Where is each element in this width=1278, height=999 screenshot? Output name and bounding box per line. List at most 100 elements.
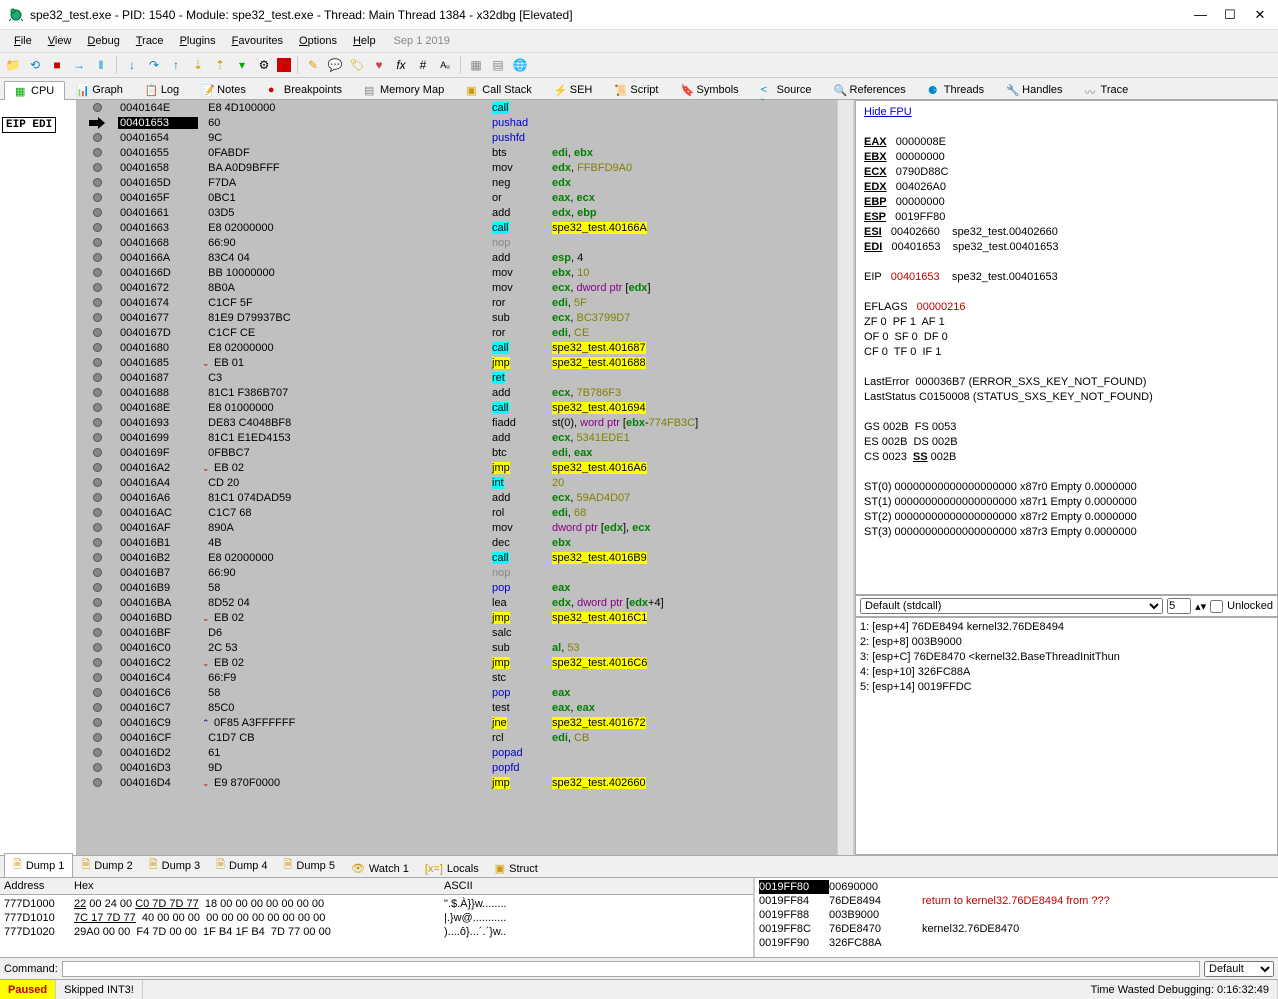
bottomtab-dump-2[interactable]: 🗎Dump 2 [73,854,140,877]
disasm-row[interactable]: 00401655 0FABDFbtsedi, ebx [118,145,837,160]
pause-icon[interactable]: ‖ [92,56,110,74]
viewtab-graph[interactable]: 📊Graph [65,80,134,99]
disasm-row[interactable]: 0040166D BB 10000000movebx, 10 [118,265,837,280]
menu-debug[interactable]: Debug [79,33,127,49]
stop2-icon[interactable] [277,58,291,72]
dump-row[interactable]: 777D102029A0 00 00 F4 7D 00 00 1F B4 1F … [4,925,749,939]
reg-eax[interactable]: EAX 0000008E [864,135,1269,150]
viewtab-memory-map[interactable]: ▤Memory Map [353,80,455,99]
disasm-row[interactable]: 004016BD⌄ EB 02jmpspe32_test.4016C1 [118,610,837,625]
disasm-row[interactable]: 004016C4 66:F9stc [118,670,837,685]
settings-icon[interactable]: ⚙ [255,56,273,74]
disasm-row[interactable]: 004016D4⌄ E9 870F0000jmpspe32_test.40266… [118,775,837,790]
hash-icon[interactable]: # [414,56,432,74]
trace-icon[interactable]: ⇣ [189,56,207,74]
stack-args-list[interactable]: 1: [esp+4] 76DE8494 kernel32.76DE84942: … [855,617,1278,855]
disasm-row[interactable]: 004016A6 81C1 074DAD59addecx, 59AD4D07 [118,490,837,505]
disasm-row[interactable]: 0040166A 83C4 04addesp, 4 [118,250,837,265]
disasm-row[interactable]: 004016AC C1C7 68roledi, 68 [118,505,837,520]
disasm-row[interactable]: 004016C2⌄ EB 02jmpspe32_test.4016C6 [118,655,837,670]
command-combo[interactable]: Default [1204,961,1274,977]
stack-row[interactable]: 0019FF8476DE8494return to kernel32.76DE8… [759,894,1274,908]
runto-icon[interactable]: ▾ [233,56,251,74]
disasm-row[interactable]: 00401672 8B0Amovecx, dword ptr [edx] [118,280,837,295]
reg-esp[interactable]: ESP 0019FF80 [864,210,1269,225]
disasm-row[interactable]: 004016CF C1D7 CBrcledi, CB [118,730,837,745]
viewtab-call-stack[interactable]: ▣Call Stack [455,80,543,99]
dump-row[interactable]: 777D10107C 17 7D 77 40 00 00 00 00 00 00… [4,911,749,925]
viewtab-seh[interactable]: ⚡SEH [543,80,604,99]
disasm-row[interactable]: 0040167D C1CF CEroredi, CE [118,325,837,340]
viewtab-notes[interactable]: 📝Notes [190,80,257,99]
stack-arg[interactable]: 4: [esp+10] 326FC88A [860,665,1273,680]
reg-ebp[interactable]: EBP 00000000 [864,195,1269,210]
disasm-row[interactable]: 00401693 DE83 C4048BF8fiaddst(0), word p… [118,415,837,430]
maximize-button[interactable]: ☐ [1224,7,1236,23]
callconv-select[interactable]: Default (stdcall) [860,598,1163,614]
disasm-row[interactable]: 004016A2⌄ EB 02jmpspe32_test.4016A6 [118,460,837,475]
disasm-row[interactable]: 00401688 81C1 F386B707addecx, 7B786F3 [118,385,837,400]
comment-icon[interactable]: 💬 [326,56,344,74]
viewtab-breakpoints[interactable]: ●Breakpoints [257,80,353,99]
disasm-row[interactable]: 0040169F 0FBBC7btcedi, eax [118,445,837,460]
stack-arg[interactable]: 1: [esp+4] 76DE8494 kernel32.76DE8494 [860,620,1273,635]
fx-icon[interactable]: fx [392,56,410,74]
reg-ebx[interactable]: EBX 00000000 [864,150,1269,165]
bottomtab-dump-1[interactable]: 🗎Dump 1 [4,853,73,877]
bottomtab-watch-1[interactable]: 👁Watch 1 [343,860,417,877]
disasm-row[interactable]: 00401663 E8 02000000callspe32_test.40166… [118,220,837,235]
menu-file[interactable]: File [6,33,40,49]
disasm-row[interactable]: 004016D2 61popad [118,745,837,760]
modules-icon[interactable]: ▦ [467,56,485,74]
disasm-row[interactable]: 004016C6 58popeax [118,685,837,700]
hide-fpu-link[interactable]: Hide FPU [864,106,912,118]
command-input[interactable] [62,961,1200,977]
viewtab-threads[interactable]: ⚈Threads [917,80,995,99]
disasm-row[interactable]: 00401677 81E9 D79937BCsubecx, BC3799D7 [118,310,837,325]
disasm-row[interactable]: 004016AF 890Amovdword ptr [edx], ecx [118,520,837,535]
stop-icon[interactable]: ■ [48,56,66,74]
reg-edi[interactable]: EDI 00401653 spe32_test.00401653 [864,240,1269,255]
minimize-button[interactable]: — [1194,7,1206,23]
trace2-icon[interactable]: ⇡ [211,56,229,74]
calc-icon[interactable]: ▤ [489,56,507,74]
disasm-row[interactable]: 004016BA 8D52 04leaedx, dword ptr [edx+4… [118,595,837,610]
argcount-input[interactable] [1167,598,1191,614]
disasm-row[interactable]: 00401699 81C1 E1ED4153addecx, 5341EDE1 [118,430,837,445]
bottomtab-struct[interactable]: ▣Struct [487,860,546,877]
disasm-row[interactable]: 00401668 66:90nop [118,235,837,250]
disasm-row[interactable]: 004016C0 2C 53subal, 53 [118,640,837,655]
disasm-row[interactable]: 00401685⌄ EB 01jmpspe32_test.401688 [118,355,837,370]
disasm-row[interactable]: 004016B7 66:90nop [118,565,837,580]
menu-trace[interactable]: Trace [128,33,172,49]
disasm-row[interactable]: 00401653 60pushad [118,115,837,130]
reg-esi[interactable]: ESI 00402660 spe32_test.00402660 [864,225,1269,240]
label-icon[interactable]: 🏷 [348,56,366,74]
disasm-row[interactable]: 0040168E E8 01000000callspe32_test.40169… [118,400,837,415]
stack-row[interactable]: 0019FF88003B9000 [759,908,1274,922]
run-icon[interactable]: → [70,56,88,74]
viewtab-source[interactable]: < >Source [750,80,823,99]
reg-edx[interactable]: EDX 004026A0 [864,180,1269,195]
disasm-row[interactable]: 0040165D F7DAnegedx [118,175,837,190]
bottomtab-locals[interactable]: [x=]Locals [417,861,487,877]
web-icon[interactable]: 🌐 [511,56,529,74]
disasm-row[interactable]: 004016B9 58popeax [118,580,837,595]
disasm-row[interactable]: 00401674 C1CF 5Froredi, 5F [118,295,837,310]
disasm-row[interactable]: 004016C7 85C0testeax, eax [118,700,837,715]
viewtab-references[interactable]: 🔍References [823,80,917,99]
menu-help[interactable]: Help [345,33,384,49]
disasm-row[interactable]: 004016C9⌃ 0F85 A3FFFFFFjnespe32_test.401… [118,715,837,730]
stack-row[interactable]: 0019FF8000690000 [759,880,1274,894]
disasm-view[interactable]: 0040164E E8 4D100000call00401653 60pusha… [118,100,837,855]
disasm-row[interactable]: 00401654 9Cpushfd [118,130,837,145]
stack-row[interactable]: 0019FF8C76DE8470kernel32.76DE8470 [759,922,1274,936]
reg-ecx[interactable]: ECX 0790D88C [864,165,1269,180]
restart-icon[interactable]: ⟲ [26,56,44,74]
disasm-scrollbar[interactable] [837,100,853,855]
disasm-row[interactable]: 004016BF D6salc [118,625,837,640]
viewtab-cpu[interactable]: ▦CPU [4,81,65,100]
viewtab-handles[interactable]: 🔧Handles [995,80,1073,99]
disasm-row[interactable]: 00401661 03D5addedx, ebp [118,205,837,220]
disasm-row[interactable]: 0040164E E8 4D100000call [118,100,837,115]
